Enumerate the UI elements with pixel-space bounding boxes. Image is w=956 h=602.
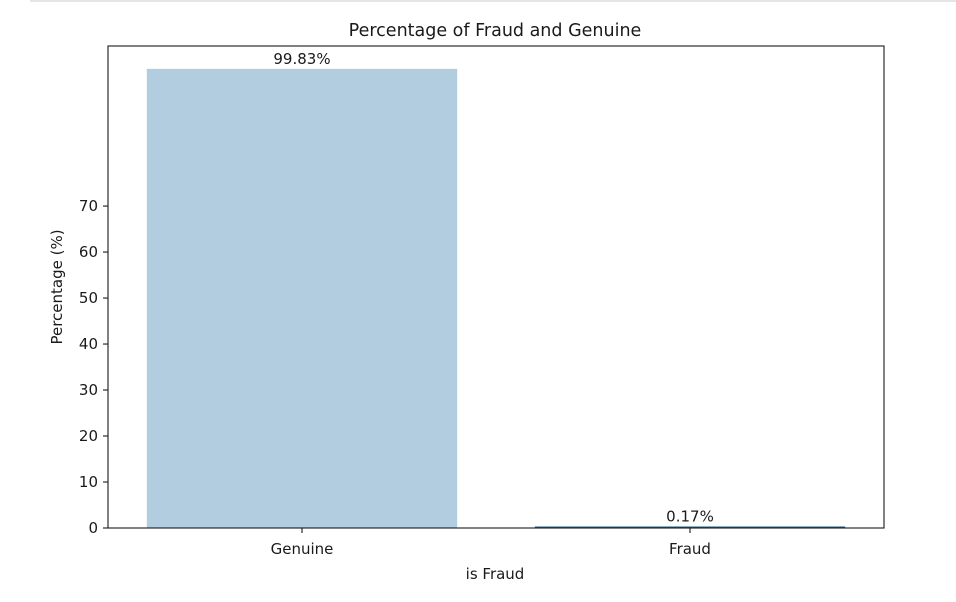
- bars-layer: [146, 68, 846, 528]
- x-tick-label: Fraud: [669, 540, 711, 558]
- bar-fraud: [534, 526, 846, 528]
- y-tick-label: 70: [79, 197, 98, 215]
- y-tick-label: 60: [79, 243, 98, 261]
- chart-title: Percentage of Fraud and Genuine: [349, 21, 642, 41]
- y-tick-label: 0: [88, 519, 98, 537]
- y-tick-label: 50: [79, 289, 98, 307]
- x-tick-label: Genuine: [271, 540, 334, 558]
- data-labels-layer: 99.83% 0.17%: [273, 50, 713, 526]
- notebook-cell-divider: [30, 0, 956, 2]
- data-label-fraud: 0.17%: [666, 508, 714, 526]
- y-tick-label: 40: [79, 335, 98, 353]
- plot-frame: [107, 45, 885, 529]
- ticks-layer: Genuine Fraud 0 10 20 30 40 50 60 70: [79, 197, 711, 558]
- y-axis-label: Percentage (%): [48, 229, 66, 344]
- x-axis-label: is Fraud: [466, 565, 525, 583]
- y-tick-label: 30: [79, 381, 98, 399]
- y-tick-label: 20: [79, 427, 98, 445]
- bar-genuine: [146, 68, 458, 528]
- data-label-genuine: 99.83%: [273, 50, 330, 68]
- y-tick-label: 10: [79, 473, 98, 491]
